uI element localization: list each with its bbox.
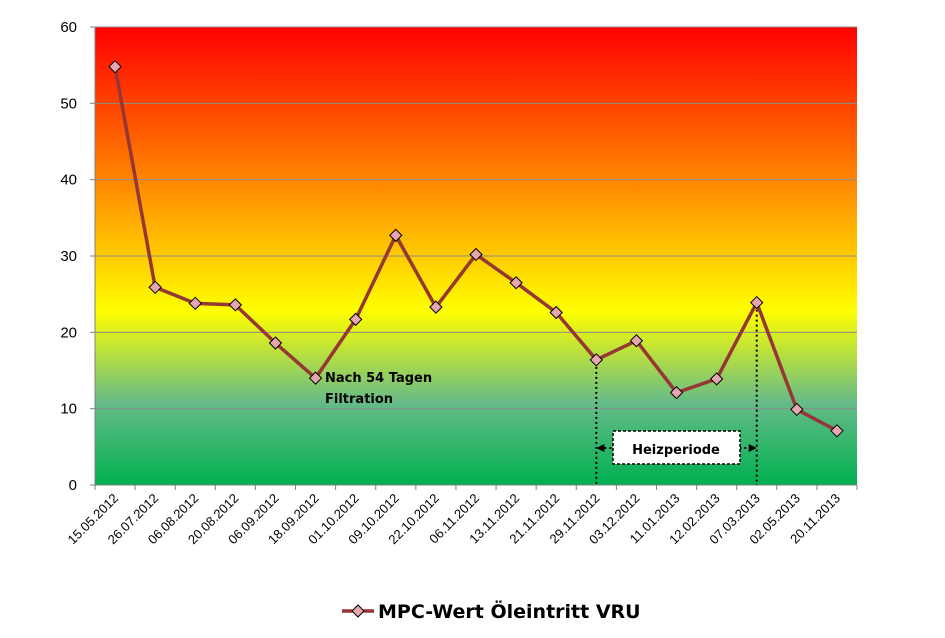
data-point [549,305,563,320]
y-tick-label: 40 [60,172,77,189]
legend-marker-icon [351,604,365,618]
data-point [709,372,724,386]
data-point [148,280,162,295]
data-point [188,296,202,311]
heating-period-annotation: Heizperiode [595,309,758,485]
heating-label-box [612,430,741,465]
data-point [469,247,483,262]
y-tick-label: 0 [69,477,77,494]
x-axis: 15.05.201226.07.201206.08.201220.08.2012… [65,485,858,547]
data-point [348,312,363,327]
data-point [268,336,283,350]
data-point [750,295,764,310]
y-tick-label: 50 [60,95,77,112]
data-point [629,334,644,348]
legend-label: MPC-Wert Öleintritt VRU [378,599,641,623]
y-tick-label: 10 [60,401,77,418]
data-markers [108,59,844,438]
data-point [308,371,323,385]
y-tick-label: 60 [60,19,77,36]
filtration-annotation-line1: Nach 54 Tagen [325,371,432,386]
arrow-right-icon [748,444,757,452]
data-point [790,402,804,417]
heating-label: Heizperiode [632,443,720,458]
data-point [830,424,844,438]
data-point [509,276,523,290]
data-point [669,385,684,400]
y-tick-label: 20 [60,324,77,341]
data-point [228,298,243,312]
data-point [108,59,122,74]
legend: MPC-Wert Öleintritt VRU [342,599,641,623]
data-point [589,353,604,367]
data-point [389,228,403,243]
y-axis: 0 10 20 30 40 50 60 [60,19,95,494]
y-tick-label: 30 [60,248,77,265]
data-point [429,300,443,314]
filtration-annotation-line2: Filtration [325,392,393,407]
arrow-left-icon [596,444,605,452]
